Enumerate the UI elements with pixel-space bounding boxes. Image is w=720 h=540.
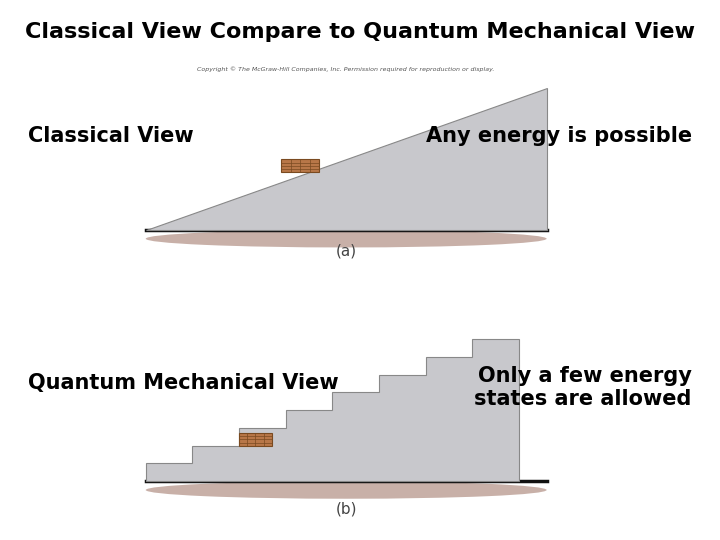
Text: (a): (a): [336, 244, 356, 258]
FancyBboxPatch shape: [239, 433, 272, 446]
Ellipse shape: [145, 481, 546, 499]
Text: Classical View: Classical View: [28, 126, 194, 146]
Polygon shape: [145, 88, 546, 230]
Text: (b): (b): [336, 501, 357, 516]
Text: Only a few energy
states are allowed: Only a few energy states are allowed: [474, 366, 692, 409]
Text: Copyright © The McGraw-Hill Companies, Inc. Permission required for reproduction: Copyright © The McGraw-Hill Companies, I…: [197, 66, 495, 72]
FancyBboxPatch shape: [282, 159, 319, 172]
Ellipse shape: [145, 230, 546, 247]
Text: Classical View Compare to Quantum Mechanical View: Classical View Compare to Quantum Mechan…: [25, 22, 695, 42]
Polygon shape: [145, 339, 519, 481]
Text: Any energy is possible: Any energy is possible: [426, 126, 692, 146]
Text: Quantum Mechanical View: Quantum Mechanical View: [28, 373, 339, 393]
